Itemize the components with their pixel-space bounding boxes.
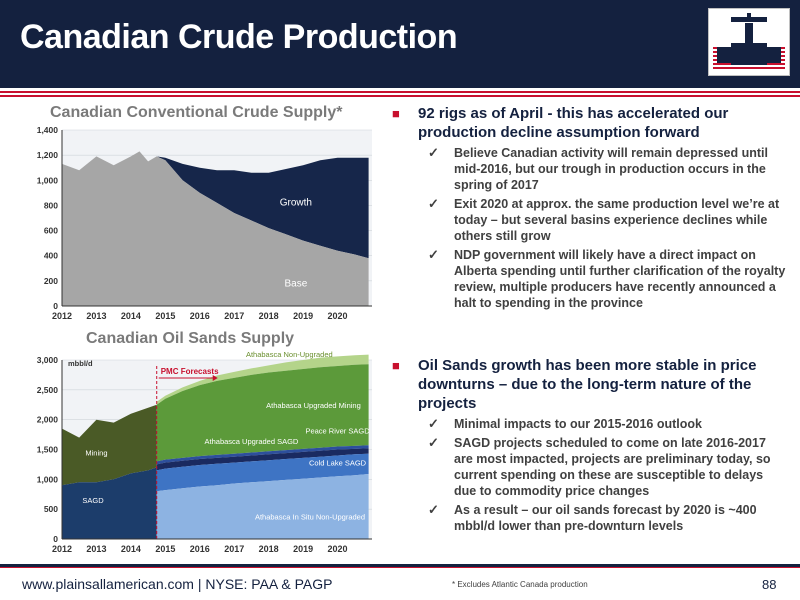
y-tick-label: 1,000 xyxy=(37,175,59,185)
y-tick-label: 0 xyxy=(53,534,58,544)
square-bullet-icon: ■ xyxy=(392,106,400,121)
square-bullet-icon: ■ xyxy=(392,358,400,373)
area-forecast-4 xyxy=(156,364,369,462)
footer-stripe xyxy=(0,564,800,567)
oil-sands-chart: PMC Forecasts mbbl/d Mining SAGD Athabasca N… xyxy=(37,350,372,554)
chart2-title: Canadian Oil Sands Supply xyxy=(86,330,295,347)
sub-bullet: ✓ Believe Canadian activity will remain d… xyxy=(428,145,769,192)
company-logo xyxy=(708,8,790,76)
x-tick-label: 2017 xyxy=(224,544,244,554)
y-tick-label: 1,500 xyxy=(37,445,59,455)
forecast-arrowhead xyxy=(212,375,218,381)
valve-logo-icon xyxy=(713,13,785,69)
header-bar: Canadian Crude Production xyxy=(0,0,800,88)
footer-stripe xyxy=(0,567,800,568)
x-tick-label: 2018 xyxy=(259,311,279,321)
footer-url-link[interactable]: www.plainsallamerican.com | NYSE: PAA & … xyxy=(22,576,333,592)
sub-bullet: ✓ Minimal impacts to our 2015-2016 outloo… xyxy=(428,416,702,431)
series-label: Athabasca In Situ Non-Upgraded xyxy=(255,512,365,521)
check-icon: ✓ xyxy=(428,247,439,262)
area-mining xyxy=(62,404,157,486)
area-base xyxy=(62,151,369,306)
area-sagd xyxy=(62,467,157,539)
header-stripe xyxy=(0,91,800,93)
series-label: Athabasca Upgraded SAGD xyxy=(205,437,299,446)
series-label: Cold Lake SAGD xyxy=(309,459,367,468)
header-stripe xyxy=(0,97,800,100)
y-unit-label: mbbl/d xyxy=(68,359,93,368)
y-tick-label: 0 xyxy=(53,301,58,311)
series-label: Peace River SAGD xyxy=(305,426,370,435)
series-label: Athabasca Upgraded Mining xyxy=(266,401,361,410)
area-forecast-0 xyxy=(156,474,369,539)
bullet-section-oil-sands: ■ Oil Sands growth has been more stable i… xyxy=(388,356,788,534)
area-forecast-3 xyxy=(156,445,369,465)
x-tick-label: 2014 xyxy=(121,311,141,321)
x-tick-label: 2014 xyxy=(121,544,141,554)
y-tick-label: 1,400 xyxy=(37,125,59,135)
check-icon: ✓ xyxy=(428,145,439,160)
bullet-section-rigs: ■ 92 rigs as of April - this has accelera… xyxy=(388,104,788,311)
x-tick-label: 2018 xyxy=(259,544,279,554)
x-tick-label: 2020 xyxy=(328,544,348,554)
chart1-title: Canadian Conventional Crude Supply* xyxy=(50,104,343,121)
series-label: Athabasca Non-Upgraded xyxy=(246,350,333,359)
y-tick-label: 600 xyxy=(44,226,58,236)
y-tick-label: 1,000 xyxy=(37,474,59,484)
conventional-crude-chart: Growth Base 0 200 400 600 800 1,000 1,200 1,400 20… xyxy=(37,125,372,321)
forecast-label: PMC Forecasts xyxy=(161,367,219,376)
x-tick-label: 2012 xyxy=(52,311,72,321)
check-icon: ✓ xyxy=(428,196,439,211)
y-tick-label: 1,200 xyxy=(37,150,59,160)
x-tick-label: 2020 xyxy=(328,311,348,321)
y-tick-label: 500 xyxy=(44,504,58,514)
y-tick-label: 2,000 xyxy=(37,415,59,425)
x-tick-label: 2017 xyxy=(224,311,244,321)
series-label-base: Base xyxy=(284,278,307,289)
header-stripe xyxy=(0,88,800,91)
sub-bullet: ✓ SAGD projects scheduled to come on late… xyxy=(428,435,771,498)
area-forecast-2 xyxy=(156,448,369,471)
footer xyxy=(0,564,800,600)
x-tick-label: 2013 xyxy=(86,311,106,321)
area-forecast-1 xyxy=(156,453,369,492)
series-label-growth: Growth xyxy=(280,198,312,209)
x-tick-label: 2012 xyxy=(52,544,72,554)
x-tick-label: 2016 xyxy=(190,544,210,554)
x-tick-label: 2016 xyxy=(190,311,210,321)
header-stripe xyxy=(0,95,800,97)
x-tick-label: 2019 xyxy=(293,544,313,554)
y-tick-label: 800 xyxy=(44,200,58,210)
bullet-heading: ■ Oil Sands growth has been more stable i… xyxy=(392,357,757,412)
sub-bullet: ✓ NDP government will likely have a direc… xyxy=(428,247,786,310)
area-forecast-5 xyxy=(156,354,369,405)
check-icon: ✓ xyxy=(428,502,439,517)
bullet-heading: ■ 92 rigs as of April - this has accelera… xyxy=(392,105,729,141)
x-tick-label: 2015 xyxy=(155,544,175,554)
sub-bullet: ✓ Exit 2020 at approx. the same productio… xyxy=(428,196,780,243)
check-icon: ✓ xyxy=(428,435,439,450)
sub-bullet: ✓ As a result – our oil sands forecast by… xyxy=(428,502,757,533)
page-number: 88 xyxy=(762,577,777,592)
series-label: SAGD xyxy=(82,496,104,505)
y-tick-label: 3,000 xyxy=(37,355,59,365)
x-tick-label: 2015 xyxy=(155,311,175,321)
x-tick-label: 2019 xyxy=(293,311,313,321)
series-label: Mining xyxy=(85,448,107,457)
y-tick-label: 200 xyxy=(44,276,58,286)
page-title: Canadian Crude Production xyxy=(20,18,458,56)
area-growth xyxy=(62,151,369,259)
check-icon: ✓ xyxy=(428,416,439,431)
footnote: * Excludes Atlantic Canada production xyxy=(452,580,588,589)
header-stripe xyxy=(0,93,800,95)
y-tick-label: 400 xyxy=(44,251,58,261)
y-tick-label: 2,500 xyxy=(37,385,59,395)
x-tick-label: 2013 xyxy=(86,544,106,554)
